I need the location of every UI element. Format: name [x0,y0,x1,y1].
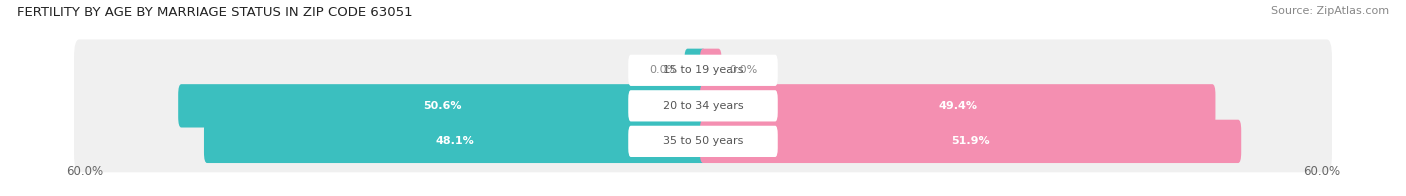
Text: 49.4%: 49.4% [938,101,977,111]
FancyBboxPatch shape [75,111,1331,172]
Text: 35 to 50 years: 35 to 50 years [662,136,744,146]
FancyBboxPatch shape [75,75,1331,137]
FancyBboxPatch shape [628,126,778,157]
Text: 48.1%: 48.1% [436,136,474,146]
FancyBboxPatch shape [700,84,1215,128]
FancyBboxPatch shape [628,90,778,122]
FancyBboxPatch shape [685,49,706,92]
Text: 51.9%: 51.9% [952,136,990,146]
Text: 15 to 19 years: 15 to 19 years [662,65,744,75]
Text: 20 to 34 years: 20 to 34 years [662,101,744,111]
FancyBboxPatch shape [204,120,706,163]
Text: FERTILITY BY AGE BY MARRIAGE STATUS IN ZIP CODE 63051: FERTILITY BY AGE BY MARRIAGE STATUS IN Z… [17,6,412,19]
Text: Source: ZipAtlas.com: Source: ZipAtlas.com [1271,6,1389,16]
FancyBboxPatch shape [700,120,1241,163]
FancyBboxPatch shape [628,55,778,86]
Text: 0.0%: 0.0% [728,65,756,75]
Text: 0.0%: 0.0% [650,65,678,75]
FancyBboxPatch shape [700,49,721,92]
Text: 50.6%: 50.6% [423,101,461,111]
FancyBboxPatch shape [75,39,1331,101]
FancyBboxPatch shape [179,84,706,128]
